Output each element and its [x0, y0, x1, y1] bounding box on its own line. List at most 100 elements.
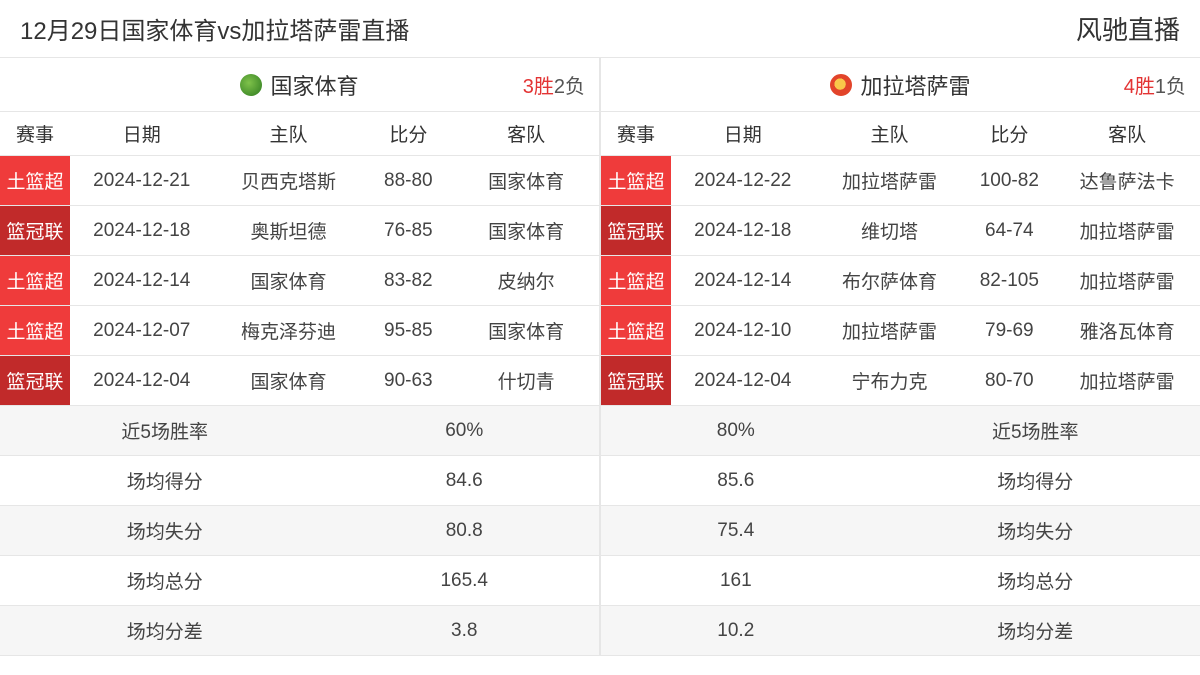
right-column-headers: 赛事 日期 主队 比分 客队 [601, 112, 1200, 156]
left-team-name: 国家体育 [270, 69, 358, 101]
col-date: 日期 [70, 120, 214, 147]
left-column-headers: 赛事 日期 主队 比分 客队 [0, 112, 599, 156]
away-team: 加拉塔萨雷 [1054, 367, 1200, 394]
home-team: 加拉塔萨雷 [815, 167, 965, 194]
stat-label: 场均总分 [0, 567, 329, 594]
league-badge: 土篮超 [0, 156, 70, 205]
table-row[interactable]: 土篮超2024-12-10加拉塔萨雷79-69雅洛瓦体育 [601, 306, 1200, 356]
stat-value: 60% [329, 420, 599, 442]
right-wins: 4胜 [1124, 76, 1155, 98]
stat-value: 75.4 [601, 520, 871, 542]
right-losses: 1负 [1155, 76, 1186, 98]
page-header: 12月29日国家体育vs加拉塔萨雷直播 风驰直播 [0, 0, 1200, 57]
page-title: 12月29日国家体育vs加拉塔萨雷直播 [20, 11, 409, 46]
match-score: 95-85 [363, 320, 453, 342]
home-team: 宁布力克 [815, 367, 965, 394]
stat-line: 场均得分84.6 [0, 456, 599, 506]
league-badge: 篮冠联 [601, 206, 671, 255]
away-team: 达鲁萨法卡 [1054, 167, 1200, 194]
away-team: 国家体育 [453, 217, 599, 244]
stat-label: 场均得分 [0, 467, 329, 494]
league-badge: 土篮超 [0, 306, 70, 355]
stat-label: 近5场胜率 [0, 417, 329, 444]
stat-label: 场均失分 [871, 517, 1200, 544]
home-team: 贝西克塔斯 [214, 167, 364, 194]
col-league: 赛事 [601, 120, 671, 147]
left-team-record: 3胜2负 [523, 70, 585, 99]
right-team-record: 4胜1负 [1124, 70, 1186, 99]
match-date: 2024-12-14 [70, 270, 214, 292]
left-team-name-wrap: 国家体育 [240, 69, 358, 101]
left-wins: 3胜 [523, 76, 554, 98]
col-away: 客队 [1054, 120, 1200, 147]
col-league: 赛事 [0, 120, 70, 147]
team-logo-icon [830, 74, 852, 96]
match-score: 76-85 [363, 220, 453, 242]
match-score: 64-74 [964, 220, 1054, 242]
stat-line: 场均分差3.8 [0, 606, 599, 656]
right-team-name-wrap: 加拉塔萨雷 [830, 69, 970, 101]
col-score: 比分 [964, 120, 1054, 147]
team-logo-icon [240, 74, 262, 96]
right-team-header: 加拉塔萨雷 4胜1负 [601, 58, 1200, 112]
match-date: 2024-12-10 [671, 320, 815, 342]
league-badge: 篮冠联 [0, 356, 70, 405]
table-row[interactable]: 土篮超2024-12-22加拉塔萨雷100-82达鲁萨法卡 [601, 156, 1200, 206]
away-team: 雅洛瓦体育 [1054, 317, 1200, 344]
match-score: 90-63 [363, 370, 453, 392]
table-row[interactable]: 土篮超2024-12-21贝西克塔斯88-80国家体育 [0, 156, 599, 206]
home-team: 国家体育 [214, 367, 364, 394]
right-stats: 近5场胜率80% 场均得分85.6 场均失分75.4 场均总分161 场均分差10.2 [601, 406, 1200, 656]
table-row[interactable]: 篮冠联2024-12-04国家体育90-63什切青 [0, 356, 599, 406]
stat-value: 85.6 [601, 470, 871, 492]
match-score: 80-70 [964, 370, 1054, 392]
away-team: 皮纳尔 [453, 267, 599, 294]
stat-line: 近5场胜率60% [0, 406, 599, 456]
stat-line: 场均分差10.2 [601, 606, 1200, 656]
table-row[interactable]: 土篮超2024-12-07梅克泽芬迪95-85国家体育 [0, 306, 599, 356]
right-panel: 加拉塔萨雷 4胜1负 赛事 日期 主队 比分 客队 土篮超2024-12-22加… [600, 57, 1200, 656]
stat-line: 场均失分80.8 [0, 506, 599, 556]
table-row[interactable]: 篮冠联2024-12-04宁布力克80-70加拉塔萨雷 [601, 356, 1200, 406]
home-team: 加拉塔萨雷 [815, 317, 965, 344]
stat-line: 近5场胜率80% [601, 406, 1200, 456]
stat-label: 场均得分 [871, 467, 1200, 494]
home-team: 维切塔 [815, 217, 965, 244]
match-score: 82-105 [964, 270, 1054, 292]
away-team: 什切青 [453, 367, 599, 394]
stat-line: 场均总分165.4 [0, 556, 599, 606]
main-content: 国家体育 3胜2负 赛事 日期 主队 比分 客队 土篮超2024-12-21贝西… [0, 57, 1200, 656]
away-team: 国家体育 [453, 317, 599, 344]
stat-value: 161 [601, 570, 871, 592]
away-team: 加拉塔萨雷 [1054, 267, 1200, 294]
stat-value: 10.2 [601, 620, 871, 642]
table-row[interactable]: 篮冠联2024-12-18奥斯坦德76-85国家体育 [0, 206, 599, 256]
col-home: 主队 [214, 120, 364, 147]
league-badge: 土篮超 [601, 156, 671, 205]
left-losses: 2负 [554, 76, 585, 98]
stat-label: 场均分差 [0, 617, 329, 644]
stat-label: 近5场胜率 [871, 417, 1200, 444]
col-score: 比分 [363, 120, 453, 147]
match-date: 2024-12-04 [70, 370, 214, 392]
away-team: 国家体育 [453, 167, 599, 194]
match-date: 2024-12-21 [70, 170, 214, 192]
left-stats: 近5场胜率60%场均得分84.6场均失分80.8场均总分165.4场均分差3.8 [0, 406, 599, 656]
col-away: 客队 [453, 120, 599, 147]
home-team: 国家体育 [214, 267, 364, 294]
league-badge: 土篮超 [601, 306, 671, 355]
stat-value: 84.6 [329, 470, 599, 492]
stat-value: 80.8 [329, 520, 599, 542]
match-date: 2024-12-18 [671, 220, 815, 242]
col-date: 日期 [671, 120, 815, 147]
league-badge: 土篮超 [601, 256, 671, 305]
left-panel: 国家体育 3胜2负 赛事 日期 主队 比分 客队 土篮超2024-12-21贝西… [0, 57, 600, 656]
match-date: 2024-12-04 [671, 370, 815, 392]
table-row[interactable]: 土篮超2024-12-14布尔萨体育82-105加拉塔萨雷 [601, 256, 1200, 306]
table-row[interactable]: 篮冠联2024-12-18维切塔64-74加拉塔萨雷 [601, 206, 1200, 256]
home-team: 梅克泽芬迪 [214, 317, 364, 344]
away-team: 加拉塔萨雷 [1054, 217, 1200, 244]
match-score: 83-82 [363, 270, 453, 292]
stat-label: 场均总分 [871, 567, 1200, 594]
table-row[interactable]: 土篮超2024-12-14国家体育83-82皮纳尔 [0, 256, 599, 306]
